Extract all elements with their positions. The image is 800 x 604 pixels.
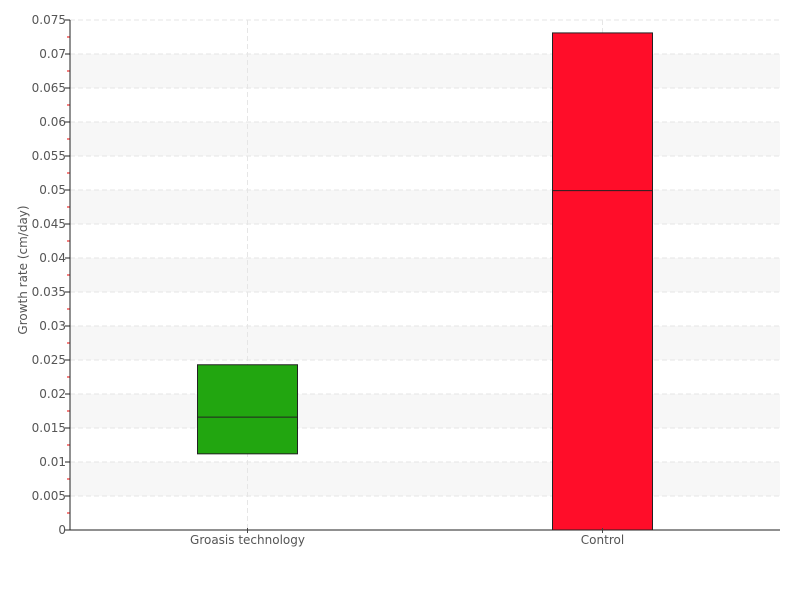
y-tick-label: 0.03 [39,319,66,333]
y-tick-label: 0.005 [32,489,66,503]
grid-band [70,394,780,428]
y-tick-label: 0.015 [32,421,66,435]
y-tick-label: 0.02 [39,387,66,401]
x-tick-label: Groasis technology [190,533,305,547]
grid-band [70,54,780,88]
grid-band [70,326,780,360]
box-0 [197,364,298,455]
x-tick-label: Control [581,533,624,547]
grid-band [70,462,780,496]
y-tick-label: 0.04 [39,251,66,265]
y-tick-label: 0.05 [39,183,66,197]
y-tick-label: 0.055 [32,149,66,163]
grid-band [70,122,780,156]
y-tick-label: 0.07 [39,47,66,61]
grid-band [70,258,780,292]
grid-band [70,190,780,224]
y-tick-label: 0.01 [39,455,66,469]
y-tick-label: 0 [58,523,66,537]
y-tick-label: 0.045 [32,217,66,231]
y-tick-label: 0.025 [32,353,66,367]
box-1 [552,32,653,531]
y-tick-label: 0.035 [32,285,66,299]
y-axis-label: Growth rate (cm/day) [16,205,30,334]
y-tick-label: 0.065 [32,81,66,95]
y-tick-label: 0.06 [39,115,66,129]
y-tick-label: 0.075 [32,13,66,27]
